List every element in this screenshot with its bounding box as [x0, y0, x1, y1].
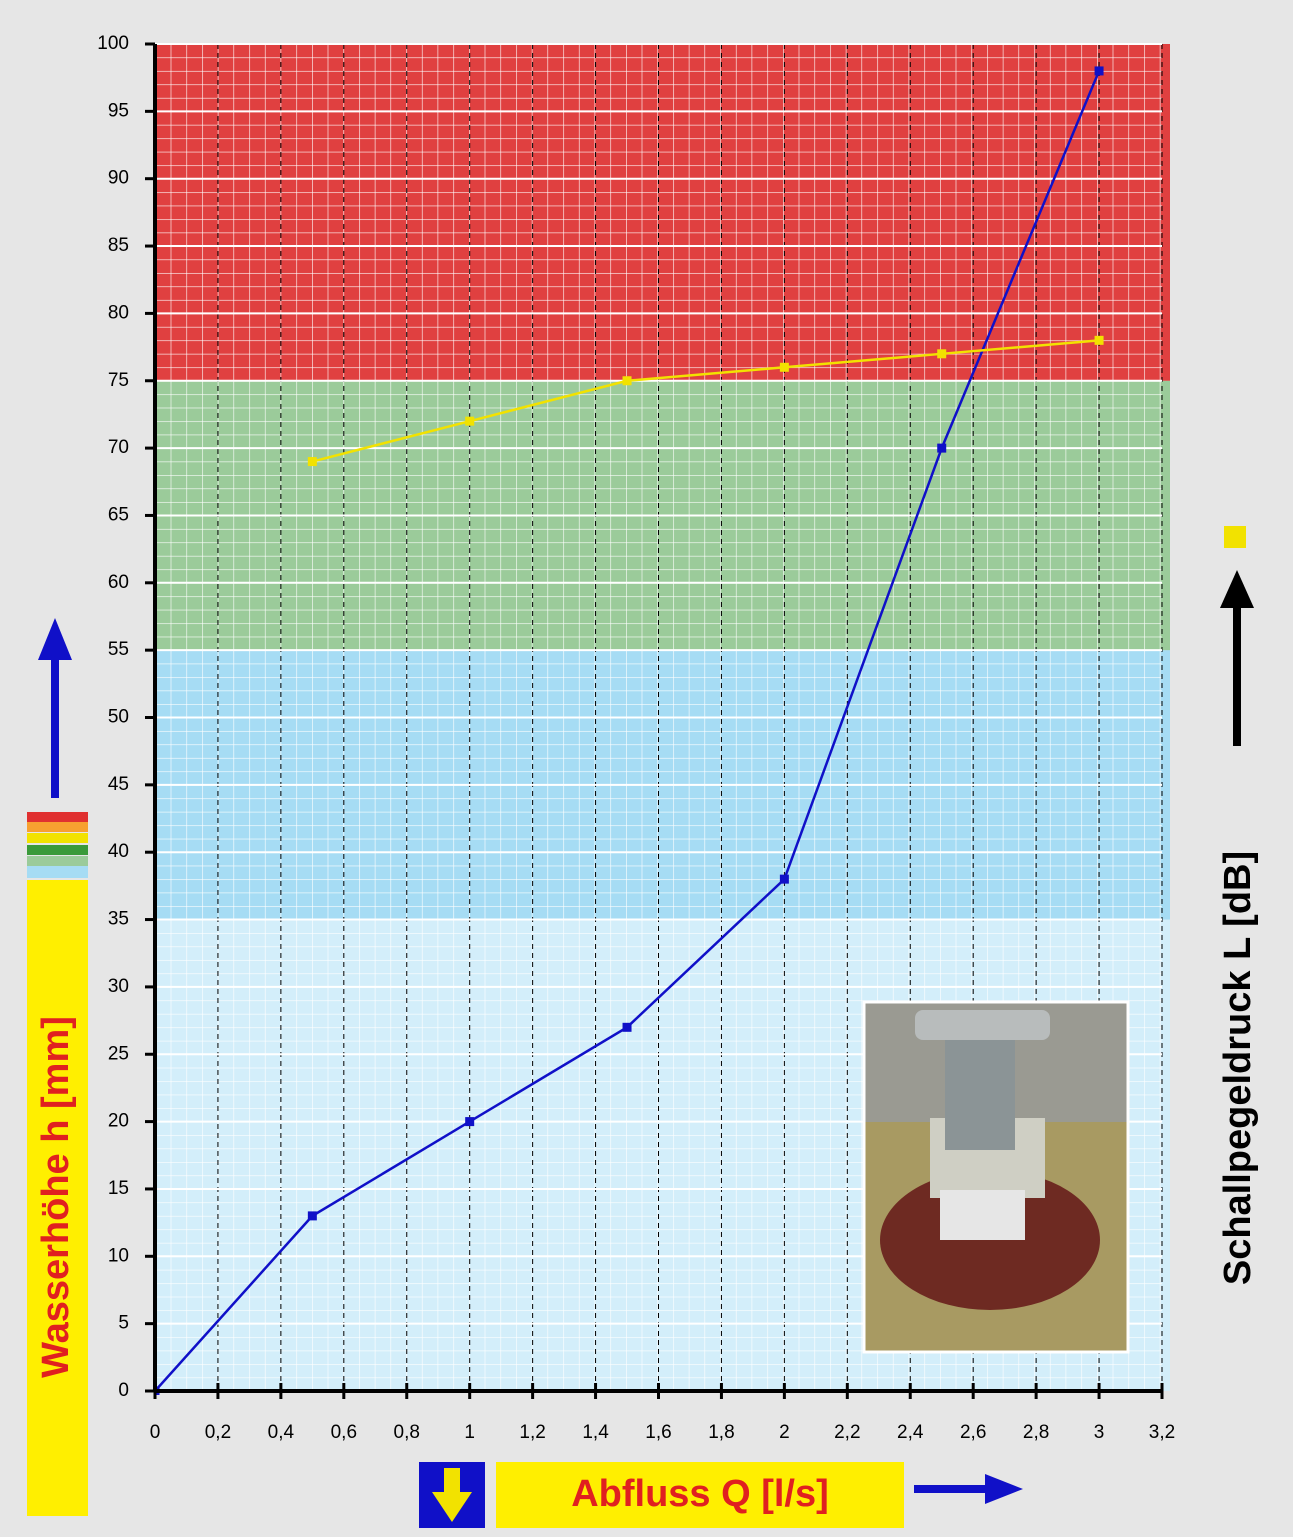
point — [1095, 336, 1104, 345]
x-tick-label: 1,6 — [645, 1422, 671, 1443]
y-axis-title: Wasserhöhe h [mm] — [35, 1016, 77, 1378]
y-tick-label: 20 — [108, 1111, 129, 1132]
y-tick-label: 5 — [118, 1313, 129, 1334]
y-tick-label: 55 — [108, 639, 129, 660]
point — [937, 444, 946, 453]
arrow — [1220, 570, 1254, 608]
color-key — [27, 812, 88, 822]
y-tick-label: 75 — [108, 370, 129, 391]
y-tick-label: 50 — [108, 707, 129, 728]
y-tick-label: 35 — [108, 909, 129, 930]
x-tick-label: 1,8 — [708, 1422, 734, 1443]
x-tick-label: 0,8 — [394, 1422, 420, 1443]
photo — [864, 1002, 1128, 1352]
x-tick-label: 2,2 — [834, 1422, 860, 1443]
point — [623, 376, 632, 385]
y-tick-label: 100 — [97, 33, 129, 54]
y-tick-label: 65 — [108, 504, 129, 525]
y-tick-label: 30 — [108, 976, 129, 997]
x-tick-label: 1,4 — [582, 1422, 609, 1443]
x-tick-label: 3 — [1094, 1422, 1105, 1443]
y-tick-label: 95 — [108, 100, 129, 121]
y-tick-label: 80 — [108, 302, 129, 323]
color-key — [27, 833, 88, 843]
y2-axis-title: Schallpegeldruck L [dB] — [1217, 851, 1259, 1285]
y-tick-label: 60 — [108, 572, 129, 593]
legend-marker — [1224, 526, 1246, 548]
x-tick-label: 0 — [150, 1422, 161, 1443]
point — [1095, 66, 1104, 75]
color-key — [27, 866, 88, 878]
point — [623, 1023, 632, 1032]
arrow — [985, 1474, 1023, 1504]
x-tick-label: 0,6 — [331, 1422, 357, 1443]
x-tick-label: 2,6 — [960, 1422, 986, 1443]
y-tick-label: 10 — [108, 1245, 129, 1266]
x-tick-label: 2,4 — [897, 1422, 924, 1443]
x-tick-label: 3,2 — [1149, 1422, 1175, 1443]
point — [308, 1211, 317, 1220]
point — [465, 417, 474, 426]
y-tick-label: 25 — [108, 1043, 129, 1064]
y-tick-label: 70 — [108, 437, 129, 458]
chart: 0 0,2 0,4 0,6 0,8 1 1,2 1,4 1,6 1,8 2 2,2 2,4 2,6 2,8 3… — [0, 0, 1293, 1537]
y-tick-label: 85 — [108, 235, 129, 256]
color-key — [27, 856, 88, 866]
x-tick-label: 0,4 — [268, 1422, 295, 1443]
y-tick-label: 90 — [108, 168, 129, 189]
point — [465, 1117, 474, 1126]
y-tick-label: 40 — [108, 841, 129, 862]
x-tick-label: 1 — [464, 1422, 475, 1443]
x-tick-label: 2 — [779, 1422, 790, 1443]
point — [780, 363, 789, 372]
x-tick-label: 2,8 — [1023, 1422, 1049, 1443]
point — [937, 349, 946, 358]
point — [780, 875, 789, 884]
x-tick-label: 1,2 — [519, 1422, 545, 1443]
y-tick-label: 45 — [108, 774, 129, 795]
color-key — [27, 822, 88, 832]
arrow — [38, 618, 72, 660]
point — [308, 457, 317, 466]
x-axis-title: Abfluss Q [l/s] — [571, 1473, 829, 1515]
y-tick-label: 15 — [108, 1178, 129, 1199]
color-key — [27, 845, 88, 855]
x-tick-label: 0,2 — [205, 1422, 231, 1443]
y-tick-label: 0 — [118, 1380, 129, 1401]
